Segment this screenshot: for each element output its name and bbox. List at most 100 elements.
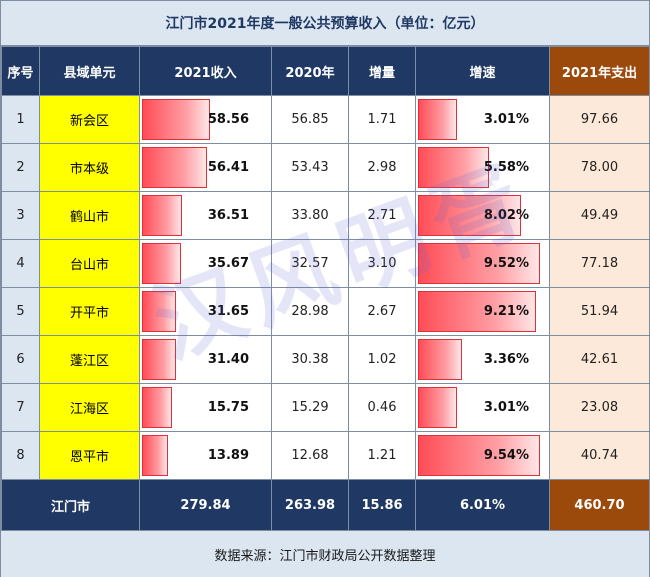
rev2021-value: 36.51 [207,208,249,223]
row-growth-cell: 3.01% [415,383,550,432]
growth-value: 3.36% [483,352,529,367]
row-rev2020: 56.85 [271,95,349,144]
table-row: 7 江海区 15.75 15.29 0.46 3.01% 23.08 [1,383,650,432]
rev2021-bar [142,291,176,332]
row-unit-name: 江海区 [39,383,140,432]
row-rev2021-cell: 35.67 [139,239,272,288]
data-source-note: 数据来源：江门市财政局公开数据整理 [1,530,649,577]
row-increase: 1.02 [348,335,416,384]
row-increase: 0.46 [348,383,416,432]
table-row: 1 新会区 58.56 56.85 1.71 3.01% 97.66 [1,95,650,144]
total-rev2021: 279.84 [139,479,272,531]
row-rev2020: 15.29 [271,383,349,432]
row-growth-cell: 9.21% [415,287,550,336]
row-increase: 2.71 [348,191,416,240]
row-unit-name: 蓬江区 [39,335,140,384]
rev2021-bar [142,339,176,380]
rev2021-bar [142,243,181,284]
row-index: 7 [1,383,40,432]
row-unit-name: 鹤山市 [39,191,140,240]
table-row: 6 蓬江区 31.40 30.38 1.02 3.36% 42.61 [1,335,650,384]
row-unit-name: 开平市 [39,287,140,336]
table-row: 4 台山市 35.67 32.57 3.10 9.52% 77.18 [1,239,650,288]
row-index: 6 [1,335,40,384]
row-unit-name: 新会区 [39,95,140,144]
growth-bar [418,243,540,284]
header-increase: 增量 [348,46,416,96]
header-idx: 序号 [1,46,40,96]
total-row: 江门市 279.84 263.98 15.86 6.01% 460.70 [1,479,650,531]
rev2021-value: 13.89 [207,448,249,463]
row-rev2021-cell: 31.65 [139,287,272,336]
rev2021-bar [142,147,207,188]
rev2021-value: 15.75 [207,400,249,415]
growth-value: 9.21% [483,304,529,319]
table-row: 8 恩平市 13.89 12.68 1.21 9.54% 40.74 [1,431,650,480]
header-row: 序号 县域单元 2021收入 2020年 增量 增速 2021年支出 [1,46,650,96]
row-index: 2 [1,143,40,192]
row-rev2020: 32.57 [271,239,349,288]
rev2021-value: 31.65 [207,304,249,319]
row-rev2020: 12.68 [271,431,349,480]
rev2021-bar [142,387,172,428]
rev2021-bar [142,99,210,140]
row-rev2020: 33.80 [271,191,349,240]
row-index: 1 [1,95,40,144]
table-row: 5 开平市 31.65 28.98 2.67 9.21% 51.94 [1,287,650,336]
rev2021-bar [142,435,168,476]
page-title: 江门市2021年度一般公共预算收入（单位：亿元） [1,1,649,46]
row-exp2021: 51.94 [549,287,650,336]
rev2021-value: 58.56 [207,112,249,127]
row-growth-cell: 3.36% [415,335,550,384]
growth-value: 8.02% [483,208,529,223]
row-rev2020: 30.38 [271,335,349,384]
growth-value: 3.01% [483,112,529,127]
row-increase: 1.71 [348,95,416,144]
row-rev2021-cell: 15.75 [139,383,272,432]
growth-bar [418,195,521,236]
row-unit-name: 台山市 [39,239,140,288]
header-unit: 县域单元 [39,46,140,96]
row-unit-name: 恩平市 [39,431,140,480]
row-increase: 1.21 [348,431,416,480]
row-exp2021: 97.66 [549,95,650,144]
table-row: 3 鹤山市 36.51 33.80 2.71 8.02% 49.49 [1,191,650,240]
row-exp2021: 49.49 [549,191,650,240]
header-rev2021: 2021收入 [139,46,272,96]
row-growth-cell: 9.52% [415,239,550,288]
row-index: 5 [1,287,40,336]
growth-bar [418,435,540,476]
row-rev2020: 28.98 [271,287,349,336]
growth-bar [418,387,457,428]
row-increase: 2.67 [348,287,416,336]
row-growth-cell: 5.58% [415,143,550,192]
row-rev2021-cell: 31.40 [139,335,272,384]
budget-table: 序号 县域单元 2021收入 2020年 增量 增速 2021年支出 1 新会区 5… [1,46,650,531]
total-name: 江门市 [1,479,140,531]
rev2021-bar [142,195,182,236]
row-rev2020: 53.43 [271,143,349,192]
row-rev2021-cell: 36.51 [139,191,272,240]
growth-value: 5.58% [483,160,529,175]
header-rev2020: 2020年 [271,46,349,96]
row-growth-cell: 3.01% [415,95,550,144]
rev2021-value: 35.67 [207,256,249,271]
growth-bar [418,339,462,380]
row-index: 4 [1,239,40,288]
row-rev2021-cell: 13.89 [139,431,272,480]
row-rev2021-cell: 56.41 [139,143,272,192]
growth-bar [418,99,457,140]
row-exp2021: 78.00 [549,143,650,192]
rev2021-value: 56.41 [207,160,249,175]
row-rev2021-cell: 58.56 [139,95,272,144]
row-exp2021: 77.18 [549,239,650,288]
row-increase: 3.10 [348,239,416,288]
row-growth-cell: 8.02% [415,191,550,240]
growth-bar [418,147,489,188]
table-row: 2 市本级 56.41 53.43 2.98 5.58% 78.00 [1,143,650,192]
growth-bar [418,291,536,332]
row-exp2021: 42.61 [549,335,650,384]
row-index: 3 [1,191,40,240]
row-index: 8 [1,431,40,480]
total-rev2020: 263.98 [271,479,349,531]
